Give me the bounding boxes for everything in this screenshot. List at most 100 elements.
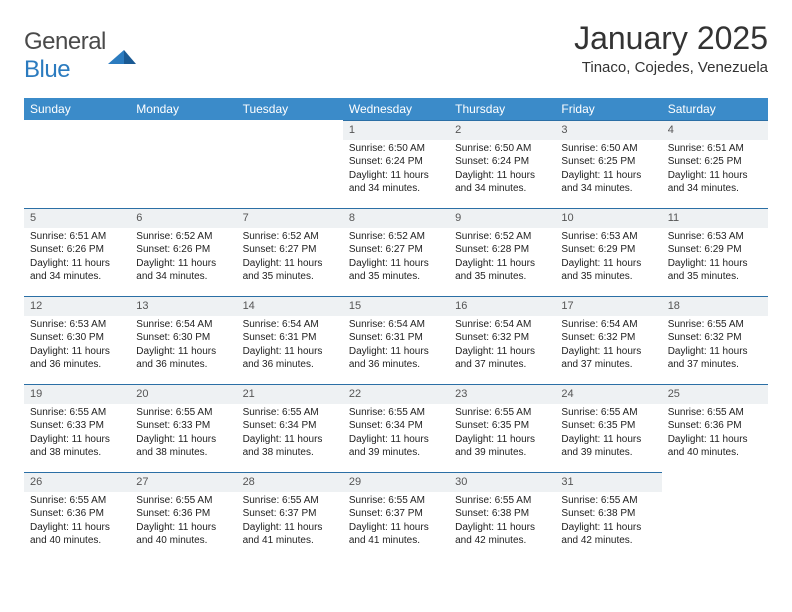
day-details: Sunrise: 6:55 AMSunset: 6:35 PMDaylight:… [555,404,661,466]
day-details: Sunrise: 6:54 AMSunset: 6:31 PMDaylight:… [343,316,449,378]
day-details: Sunrise: 6:53 AMSunset: 6:30 PMDaylight:… [24,316,130,378]
day-details: Sunrise: 6:55 AMSunset: 6:38 PMDaylight:… [449,492,555,554]
day-number: 24 [555,384,661,404]
logo-text: General Blue [24,28,106,84]
calendar-cell: 29Sunrise: 6:55 AMSunset: 6:37 PMDayligh… [343,472,449,560]
calendar-cell: 19Sunrise: 6:55 AMSunset: 6:33 PMDayligh… [24,384,130,472]
day-number: 10 [555,208,661,228]
calendar-cell: 10Sunrise: 6:53 AMSunset: 6:29 PMDayligh… [555,208,661,296]
day-number: 22 [343,384,449,404]
day-details: Sunrise: 6:55 AMSunset: 6:38 PMDaylight:… [555,492,661,554]
calendar-cell: 20Sunrise: 6:55 AMSunset: 6:33 PMDayligh… [130,384,236,472]
logo: General Blue [24,28,136,84]
calendar-cell: 11Sunrise: 6:53 AMSunset: 6:29 PMDayligh… [662,208,768,296]
day-number: 30 [449,472,555,492]
day-number: 15 [343,296,449,316]
day-number: 14 [237,296,343,316]
day-number: 28 [237,472,343,492]
day-number: 12 [24,296,130,316]
calendar-cell: 14Sunrise: 6:54 AMSunset: 6:31 PMDayligh… [237,296,343,384]
day-number: 19 [24,384,130,404]
day-number: 29 [343,472,449,492]
day-details: Sunrise: 6:52 AMSunset: 6:26 PMDaylight:… [130,228,236,290]
calendar-cell: 15Sunrise: 6:54 AMSunset: 6:31 PMDayligh… [343,296,449,384]
calendar-cell: 23Sunrise: 6:55 AMSunset: 6:35 PMDayligh… [449,384,555,472]
calendar-cell: 31Sunrise: 6:55 AMSunset: 6:38 PMDayligh… [555,472,661,560]
day-details: Sunrise: 6:55 AMSunset: 6:37 PMDaylight:… [237,492,343,554]
logo-word2: Blue [24,56,70,83]
day-number: 3 [555,120,661,140]
calendar-week: 5Sunrise: 6:51 AMSunset: 6:26 PMDaylight… [24,208,768,296]
day-details: Sunrise: 6:55 AMSunset: 6:33 PMDaylight:… [130,404,236,466]
calendar-cell: 30Sunrise: 6:55 AMSunset: 6:38 PMDayligh… [449,472,555,560]
header: General Blue January 2025 Tinaco, Cojede… [24,20,768,84]
calendar-page: General Blue January 2025 Tinaco, Cojede… [0,0,792,580]
calendar-cell: 4Sunrise: 6:51 AMSunset: 6:25 PMDaylight… [662,120,768,208]
day-details: Sunrise: 6:53 AMSunset: 6:29 PMDaylight:… [555,228,661,290]
day-details: Sunrise: 6:55 AMSunset: 6:34 PMDaylight:… [343,404,449,466]
calendar-cell: 8Sunrise: 6:52 AMSunset: 6:27 PMDaylight… [343,208,449,296]
day-number: 8 [343,208,449,228]
day-number: 2 [449,120,555,140]
calendar-cell: 25Sunrise: 6:55 AMSunset: 6:36 PMDayligh… [662,384,768,472]
day-details: Sunrise: 6:50 AMSunset: 6:24 PMDaylight:… [449,140,555,202]
day-header: Saturday [662,98,768,120]
day-details: Sunrise: 6:51 AMSunset: 6:25 PMDaylight:… [662,140,768,202]
calendar-cell: 9Sunrise: 6:52 AMSunset: 6:28 PMDaylight… [449,208,555,296]
day-details: Sunrise: 6:54 AMSunset: 6:30 PMDaylight:… [130,316,236,378]
day-details: Sunrise: 6:52 AMSunset: 6:27 PMDaylight:… [343,228,449,290]
day-number: 7 [237,208,343,228]
day-details: Sunrise: 6:55 AMSunset: 6:32 PMDaylight:… [662,316,768,378]
day-number: 11 [662,208,768,228]
day-details: Sunrise: 6:50 AMSunset: 6:24 PMDaylight:… [343,140,449,202]
day-number: 18 [662,296,768,316]
day-number: 31 [555,472,661,492]
day-details: Sunrise: 6:55 AMSunset: 6:33 PMDaylight:… [24,404,130,466]
calendar-head: SundayMondayTuesdayWednesdayThursdayFrid… [24,98,768,120]
day-details: Sunrise: 6:55 AMSunset: 6:34 PMDaylight:… [237,404,343,466]
day-details: Sunrise: 6:54 AMSunset: 6:31 PMDaylight:… [237,316,343,378]
day-details: Sunrise: 6:54 AMSunset: 6:32 PMDaylight:… [449,316,555,378]
logo-word1: General [24,28,106,55]
logo-triangle-icon [108,46,136,66]
day-number: 26 [24,472,130,492]
day-number: 4 [662,120,768,140]
day-header: Thursday [449,98,555,120]
day-header: Wednesday [343,98,449,120]
calendar-cell: 2Sunrise: 6:50 AMSunset: 6:24 PMDaylight… [449,120,555,208]
calendar-cell: 17Sunrise: 6:54 AMSunset: 6:32 PMDayligh… [555,296,661,384]
calendar-cell: 18Sunrise: 6:55 AMSunset: 6:32 PMDayligh… [662,296,768,384]
calendar-cell: 16Sunrise: 6:54 AMSunset: 6:32 PMDayligh… [449,296,555,384]
day-header: Friday [555,98,661,120]
day-number: 13 [130,296,236,316]
day-header: Sunday [24,98,130,120]
calendar-cell: 24Sunrise: 6:55 AMSunset: 6:35 PMDayligh… [555,384,661,472]
day-number: 17 [555,296,661,316]
calendar-cell: 21Sunrise: 6:55 AMSunset: 6:34 PMDayligh… [237,384,343,472]
day-number: 9 [449,208,555,228]
calendar-week: 19Sunrise: 6:55 AMSunset: 6:33 PMDayligh… [24,384,768,472]
day-header: Monday [130,98,236,120]
day-number: 6 [130,208,236,228]
title-block: January 2025 Tinaco, Cojedes, Venezuela [574,20,768,76]
calendar-cell: 22Sunrise: 6:55 AMSunset: 6:34 PMDayligh… [343,384,449,472]
day-details: Sunrise: 6:55 AMSunset: 6:36 PMDaylight:… [130,492,236,554]
calendar-cell [24,120,130,208]
calendar-table: SundayMondayTuesdayWednesdayThursdayFrid… [24,98,768,560]
calendar-cell [130,120,236,208]
calendar-cell: 13Sunrise: 6:54 AMSunset: 6:30 PMDayligh… [130,296,236,384]
day-number: 23 [449,384,555,404]
day-number: 20 [130,384,236,404]
day-header: Tuesday [237,98,343,120]
calendar-cell [237,120,343,208]
calendar-cell [662,472,768,560]
page-title: January 2025 [574,20,768,57]
day-number: 21 [237,384,343,404]
day-number: 1 [343,120,449,140]
day-number: 27 [130,472,236,492]
day-details: Sunrise: 6:54 AMSunset: 6:32 PMDaylight:… [555,316,661,378]
calendar-cell: 3Sunrise: 6:50 AMSunset: 6:25 PMDaylight… [555,120,661,208]
calendar-cell: 12Sunrise: 6:53 AMSunset: 6:30 PMDayligh… [24,296,130,384]
day-details: Sunrise: 6:52 AMSunset: 6:27 PMDaylight:… [237,228,343,290]
calendar-week: 12Sunrise: 6:53 AMSunset: 6:30 PMDayligh… [24,296,768,384]
